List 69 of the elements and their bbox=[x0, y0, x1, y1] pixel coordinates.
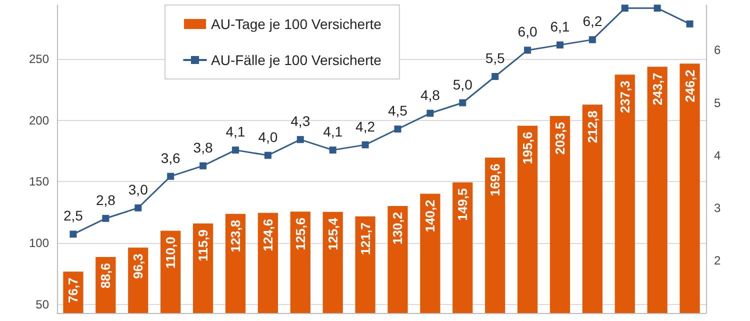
y-tick-label: 150 bbox=[28, 174, 50, 189]
point bbox=[459, 99, 466, 106]
point bbox=[232, 146, 239, 154]
point bbox=[102, 214, 110, 222]
data-label: 124,6 bbox=[260, 218, 276, 252]
point bbox=[167, 172, 174, 180]
point bbox=[588, 36, 596, 44]
point bbox=[200, 162, 207, 170]
data-label: 5,5 bbox=[485, 50, 506, 66]
point bbox=[621, 4, 628, 12]
point bbox=[524, 46, 532, 54]
y2-tick-label: 5 bbox=[714, 96, 721, 110]
data-label: 195,6 bbox=[520, 132, 536, 164]
data-label: 4,0 bbox=[258, 128, 278, 145]
data-label: 4,5 bbox=[388, 102, 408, 119]
y-tick-label: 250 bbox=[28, 52, 50, 66]
point bbox=[329, 146, 336, 154]
data-label: 149,5 bbox=[455, 188, 470, 221]
legend-label: AU-Tage je 100 Versicherte bbox=[211, 16, 382, 32]
data-label: 4,1 bbox=[226, 124, 246, 140]
data-label: 5,0 bbox=[452, 76, 473, 92]
data-label: 140,2 bbox=[422, 200, 438, 232]
data-label: 243,7 bbox=[650, 72, 665, 106]
y-tick-label: 200 bbox=[28, 113, 50, 128]
point bbox=[264, 152, 272, 159]
data-label: 125,4 bbox=[325, 217, 340, 250]
data-label: 88,6 bbox=[98, 263, 114, 288]
data-label: 237,3 bbox=[617, 80, 632, 114]
data-label: 2,8 bbox=[96, 192, 116, 208]
data-label: 3,0 bbox=[128, 181, 148, 198]
data-label: 169,6 bbox=[488, 164, 503, 196]
point bbox=[654, 4, 661, 12]
point bbox=[296, 136, 304, 144]
data-label: 121,7 bbox=[358, 222, 373, 255]
data-label: 6,1 bbox=[550, 18, 570, 34]
point bbox=[686, 20, 694, 28]
data-label: 4,8 bbox=[420, 86, 440, 103]
point bbox=[70, 230, 77, 238]
data-label: 203,5 bbox=[552, 122, 568, 155]
data-label: 4,2 bbox=[356, 118, 376, 134]
data-label: 123,8 bbox=[228, 220, 243, 252]
data-label: 6,0 bbox=[518, 24, 538, 40]
y2-tick-label: 6 bbox=[714, 43, 721, 58]
legend-label: AU-Fälle je 100 Versicherte bbox=[211, 52, 382, 68]
y-tick-label: 50 bbox=[36, 297, 50, 312]
data-label: 115,9 bbox=[196, 230, 211, 262]
y2-tick-label: 4 bbox=[714, 148, 721, 162]
data-label: 110,0 bbox=[163, 236, 178, 269]
point bbox=[556, 41, 564, 48]
data-label: 76,7 bbox=[66, 278, 81, 303]
y2-tick-label: 2 bbox=[714, 253, 721, 268]
data-label: 96,3 bbox=[130, 254, 146, 279]
y2-tick-label: 3 bbox=[714, 200, 721, 215]
data-label: 246,2 bbox=[682, 70, 698, 102]
point bbox=[362, 141, 369, 148]
data-label: 125,6 bbox=[292, 218, 308, 250]
point bbox=[492, 72, 499, 80]
y-tick-label: 100 bbox=[28, 236, 50, 250]
point bbox=[394, 126, 402, 133]
data-label: 4,3 bbox=[290, 113, 310, 130]
data-label: 6,2 bbox=[582, 13, 602, 30]
point bbox=[134, 204, 142, 212]
data-label: 130,2 bbox=[390, 212, 406, 245]
data-label: 2,5 bbox=[63, 208, 84, 224]
point bbox=[426, 110, 434, 117]
data-label: 212,8 bbox=[584, 110, 600, 144]
data-label: 4,1 bbox=[323, 124, 343, 140]
data-label: 3,6 bbox=[160, 150, 181, 166]
data-label: 3,8 bbox=[193, 139, 213, 156]
